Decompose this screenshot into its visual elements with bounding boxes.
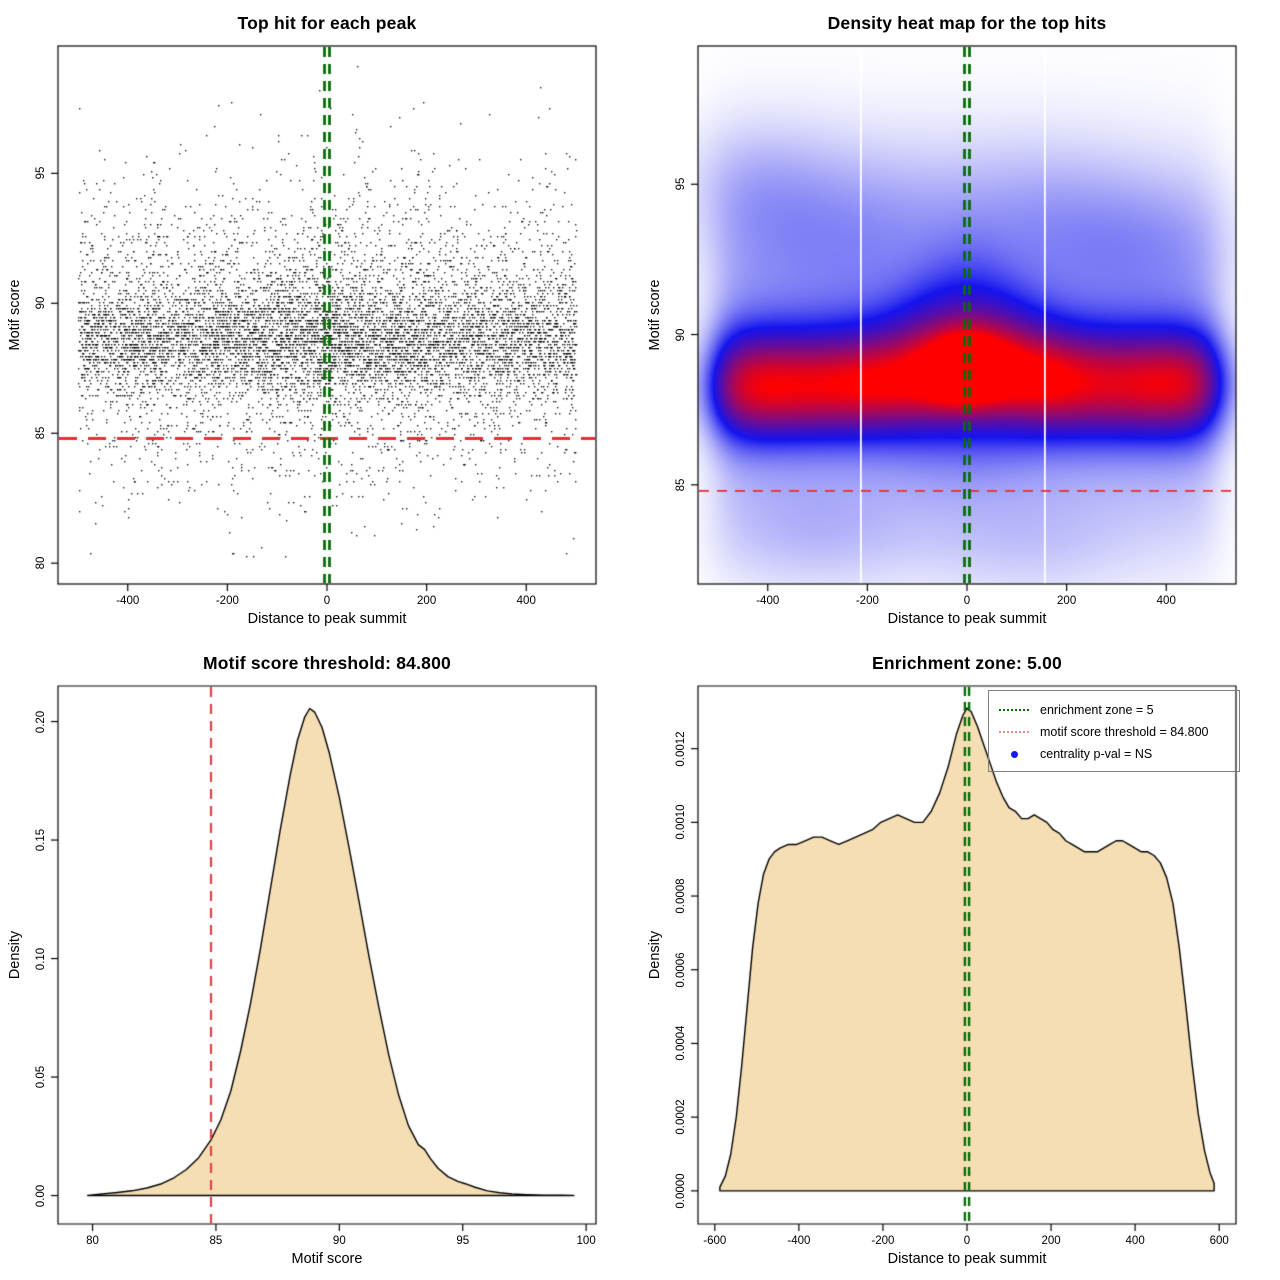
- x-axis-label: Distance to peak summit: [887, 611, 1047, 627]
- x-tick-label: 85: [209, 1235, 223, 1247]
- scatter-plot-canvas: [0, 0, 640, 640]
- panel-title: Motif score threshold: 84.800: [203, 653, 451, 673]
- x-tick-label: -200: [215, 595, 239, 607]
- y-axis-label: Motif score: [7, 279, 23, 351]
- x-tick-label: 0: [963, 1235, 971, 1247]
- x-tick-label: 100: [576, 1235, 596, 1247]
- y-tick-label: 85: [35, 426, 47, 440]
- y-axis-label: Density: [7, 930, 23, 980]
- y-tick-label: 0.20: [35, 710, 47, 733]
- x-tick-label: 90: [332, 1235, 346, 1247]
- y-tick-label: 0.0012: [675, 731, 687, 767]
- panel-density-heatmap: Density heat map for the top hits Distan…: [640, 0, 1280, 640]
- y-tick-label: 0.0000: [675, 1173, 687, 1209]
- y-tick-label: 80: [35, 556, 47, 570]
- y-tick-label: 95: [675, 177, 687, 191]
- x-axis-label: Distance to peak summit: [887, 1251, 1047, 1267]
- plot-legend: enrichment zone = 5 motif score threshol…: [988, 690, 1240, 772]
- distance-density-canvas: [640, 640, 1280, 1280]
- y-tick-label: 0.0006: [675, 952, 687, 988]
- legend-item-enrichment-zone: enrichment zone = 5: [997, 699, 1231, 721]
- x-tick-label: 400: [516, 595, 536, 607]
- y-tick-label: 0.00: [35, 1184, 47, 1207]
- y-axis-label: Density: [647, 930, 663, 980]
- legend-item-label: centrality p-val = NS: [1040, 747, 1153, 761]
- legend-item-label: enrichment zone = 5: [1040, 703, 1154, 717]
- y-tick-label: 0.10: [35, 947, 47, 970]
- x-tick-label: 200: [417, 595, 437, 607]
- y-tick-label: 0.0004: [675, 1025, 687, 1062]
- x-tick-label: 80: [86, 1235, 99, 1247]
- panel-motif-score-density: Motif score threshold: 84.800 Motif scor…: [0, 640, 640, 1280]
- y-axis-label: Motif score: [647, 279, 663, 351]
- x-tick-label: -600: [703, 1235, 727, 1247]
- y-tick-label: 85: [675, 478, 687, 492]
- y-tick-label: 95: [35, 166, 47, 180]
- x-tick-label: -400: [756, 595, 780, 607]
- y-tick-label: 0.0008: [675, 878, 687, 914]
- x-tick-label: 0: [323, 595, 331, 607]
- x-tick-label: -400: [787, 1235, 811, 1247]
- heatmap-canvas: [640, 0, 1280, 640]
- dotted-line-swatch-green: [997, 709, 1031, 711]
- legend-item-score-threshold: motif score threshold = 84.800: [997, 721, 1231, 743]
- legend-item-centrality-pval: centrality p-val = NS: [997, 743, 1231, 765]
- y-tick-label: 90: [675, 328, 687, 341]
- x-axis-label: Distance to peak summit: [247, 611, 407, 627]
- y-tick-label: 0.0002: [675, 1099, 687, 1135]
- score-density-canvas: [0, 640, 640, 1280]
- x-tick-label: 200: [1041, 1235, 1061, 1247]
- y-tick-label: 90: [35, 296, 47, 310]
- panel-title: Top hit for each peak: [237, 13, 417, 33]
- dotted-line-swatch-red: [997, 731, 1031, 733]
- x-tick-label: 0: [963, 595, 971, 607]
- panel-title: Enrichment zone: 5.00: [872, 653, 1062, 673]
- x-tick-label: -200: [855, 595, 879, 607]
- legend-item-label: motif score threshold = 84.800: [1040, 725, 1209, 739]
- x-tick-label: 400: [1156, 595, 1176, 607]
- x-tick-label: 600: [1209, 1235, 1229, 1247]
- y-tick-label: 0.05: [35, 1065, 47, 1089]
- x-tick-label: -400: [116, 595, 140, 607]
- x-tick-label: 95: [456, 1235, 470, 1247]
- panel-summit-distance-density: Enrichment zone: 5.00 Distance to peak s…: [640, 640, 1280, 1280]
- y-tick-label: 0.0010: [675, 804, 687, 840]
- x-tick-label: -200: [871, 1235, 895, 1247]
- x-tick-label: 400: [1125, 1235, 1145, 1247]
- x-axis-label: Motif score: [291, 1251, 363, 1267]
- panel-title: Density heat map for the top hits: [827, 13, 1107, 33]
- y-tick-label: 0.15: [35, 828, 47, 852]
- panel-top-hit-scatter: Top hit for each peak Distance to peak s…: [0, 0, 640, 640]
- dot-swatch-blue: [997, 750, 1031, 758]
- x-tick-label: 200: [1057, 595, 1077, 607]
